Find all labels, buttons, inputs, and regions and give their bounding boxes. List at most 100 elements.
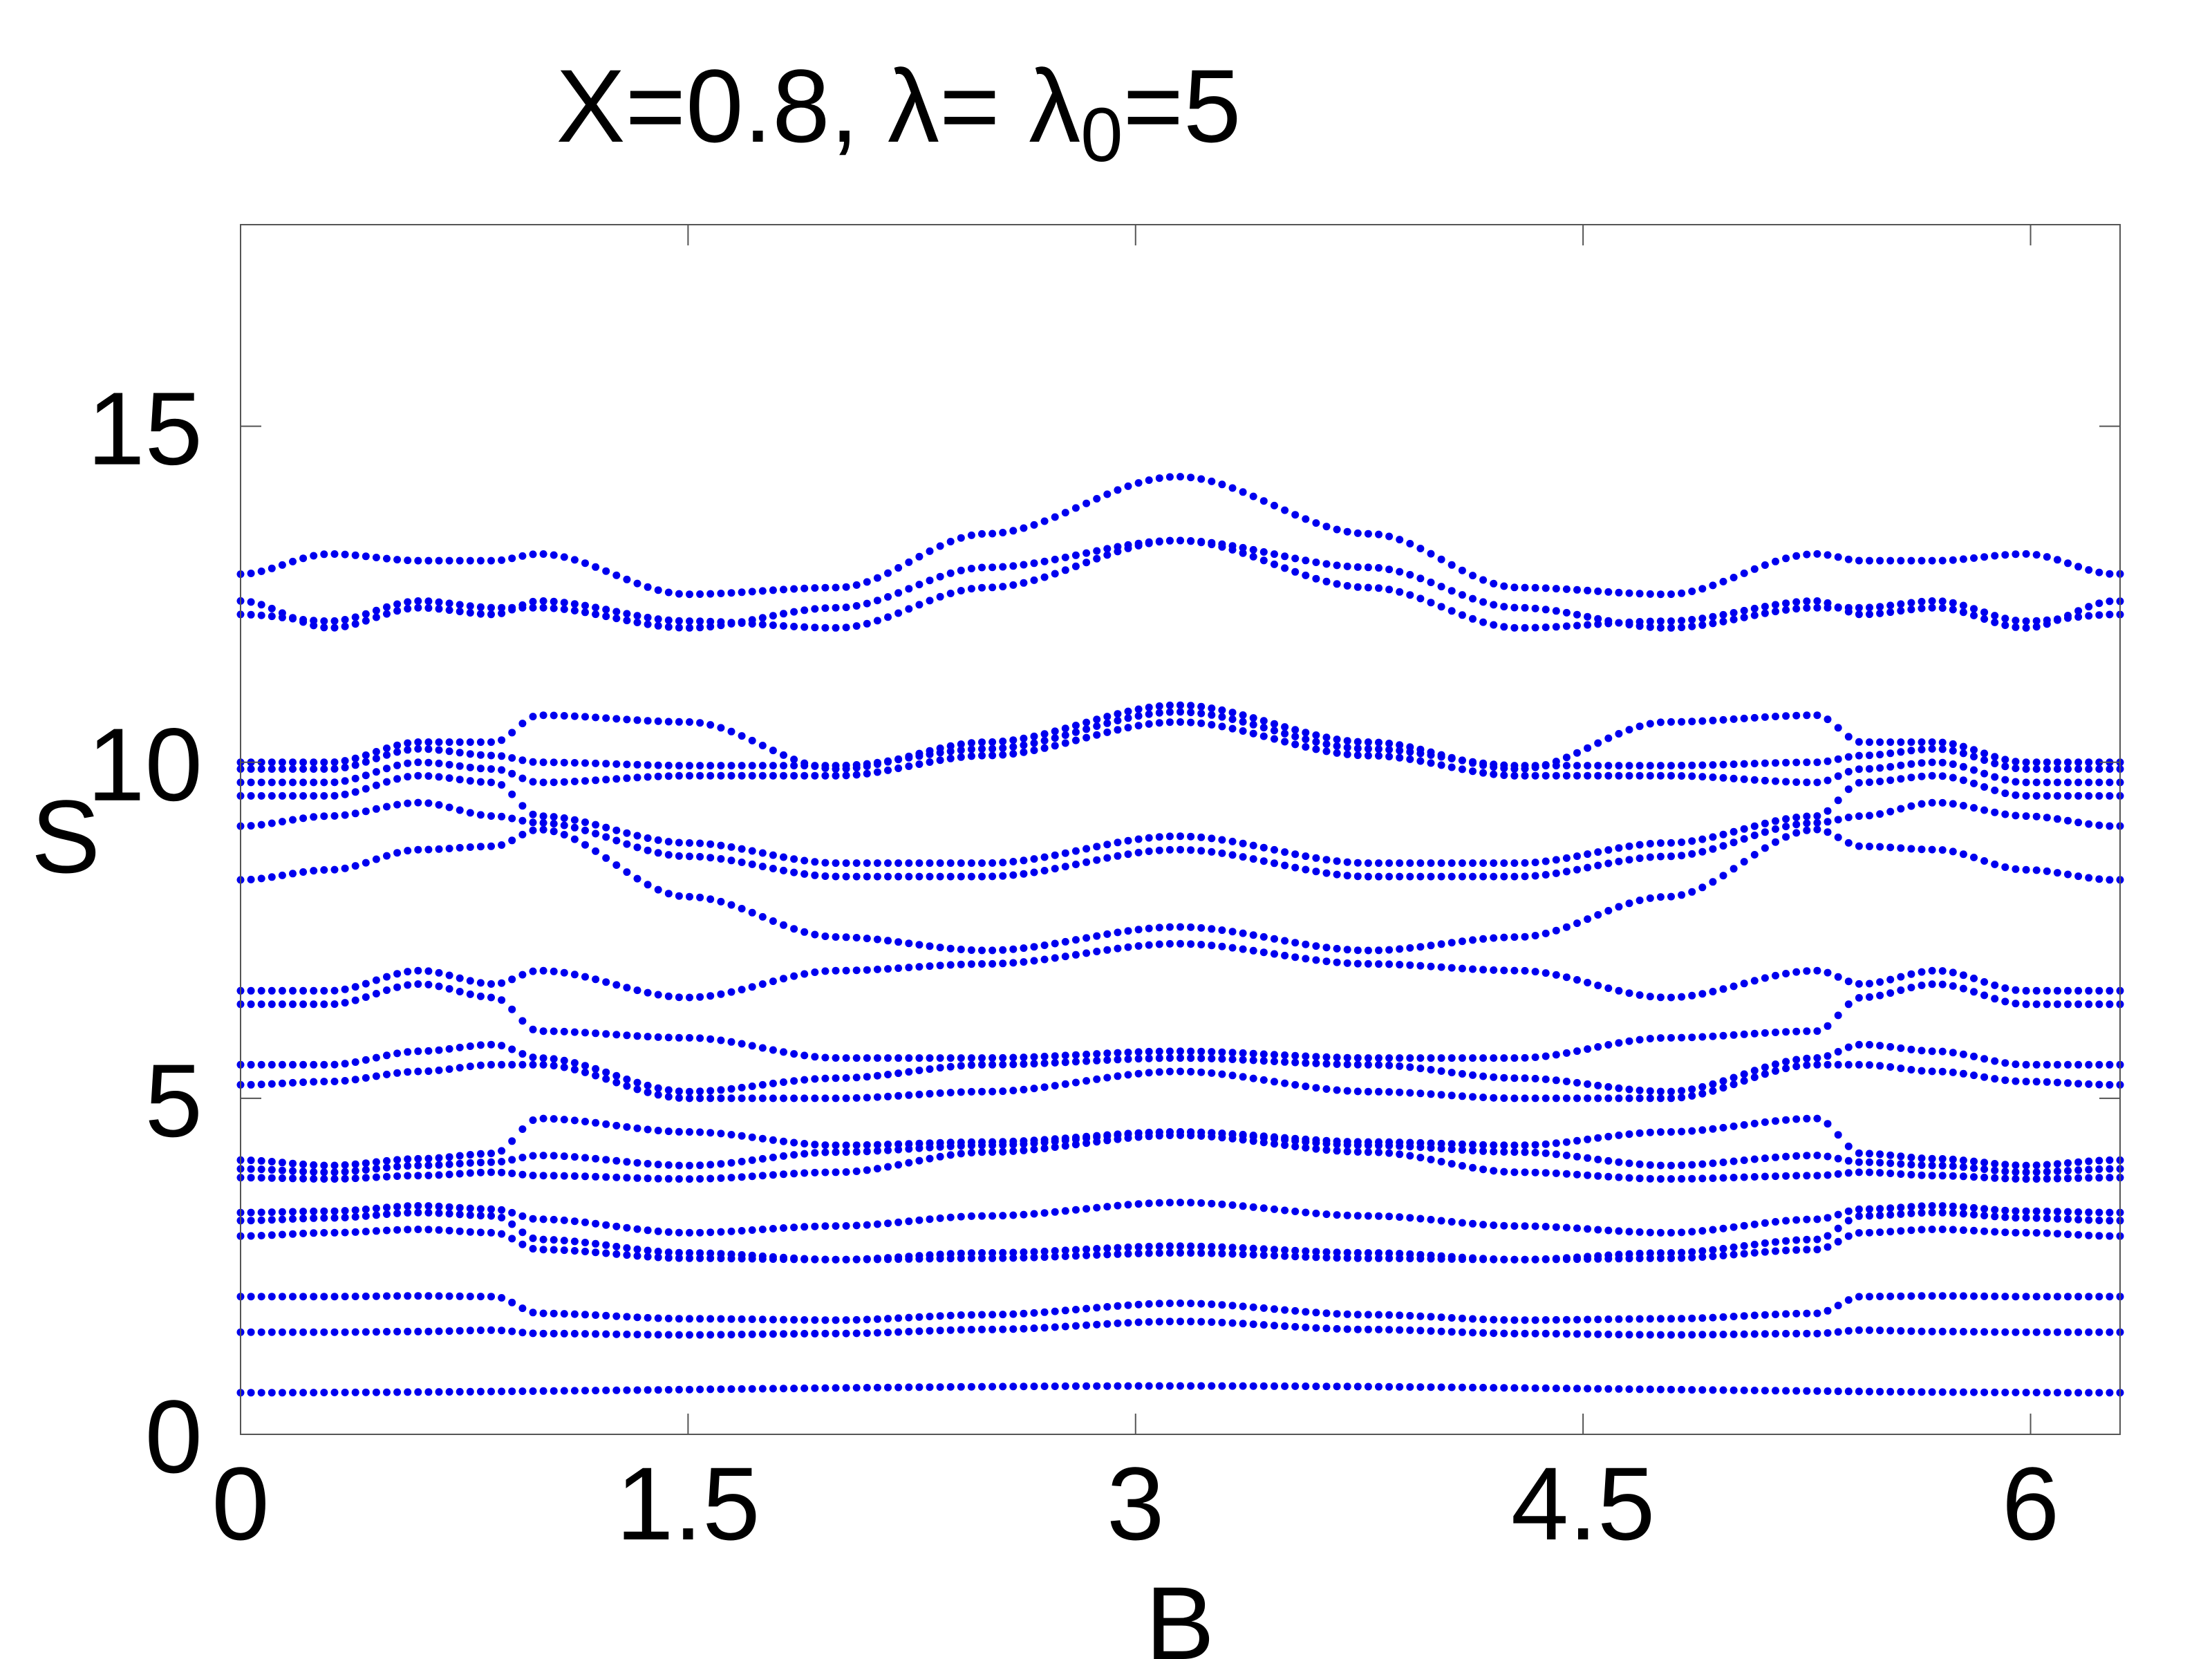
data-point	[1020, 1324, 1028, 1333]
data-point	[1051, 1208, 1059, 1216]
data-point	[1844, 767, 1853, 776]
data-point	[2064, 559, 2072, 568]
data-point	[1396, 1054, 1404, 1062]
data-point	[560, 599, 568, 607]
data-point	[383, 1156, 391, 1165]
data-point	[2022, 865, 2030, 874]
data-point	[1416, 1215, 1425, 1223]
data-point	[1552, 585, 1560, 593]
data-point	[1772, 1218, 1779, 1226]
data-point	[2012, 1060, 2020, 1069]
data-point	[476, 1205, 485, 1213]
data-point	[1709, 1125, 1717, 1133]
data-point	[1573, 762, 1581, 770]
data-point	[435, 1046, 443, 1054]
data-point	[1719, 715, 1727, 724]
data-point	[1698, 761, 1707, 769]
chart-title-suffix: =5	[1123, 48, 1241, 164]
data-point	[1772, 838, 1779, 846]
data-point	[1855, 1293, 1863, 1301]
data-point	[1709, 1080, 1717, 1088]
data-point	[476, 1327, 485, 1334]
data-point	[915, 963, 924, 971]
data-point	[1082, 733, 1091, 742]
data-point	[1406, 1054, 1414, 1062]
data-point	[1500, 603, 1508, 611]
data-point	[1667, 1249, 1675, 1257]
data-point	[518, 720, 527, 728]
data-point	[800, 1255, 809, 1263]
data-point	[1427, 1383, 1435, 1391]
data-point	[278, 1159, 286, 1167]
data-point	[1907, 1226, 1915, 1235]
data-point	[372, 1211, 380, 1219]
data-point	[738, 1331, 746, 1338]
data-point	[2074, 1080, 2083, 1088]
data-point	[1134, 479, 1143, 487]
data-point	[873, 574, 881, 582]
data-point	[351, 1328, 359, 1336]
data-point	[1051, 1253, 1059, 1261]
data-point	[1364, 959, 1372, 968]
data-point	[570, 606, 579, 615]
data-point	[852, 622, 861, 630]
data-point	[550, 1309, 558, 1318]
data-point	[508, 790, 516, 798]
data-point	[1208, 711, 1216, 719]
data-point	[1761, 759, 1769, 767]
data-point	[623, 1313, 631, 1321]
data-point	[1124, 1382, 1132, 1390]
data-point	[988, 1060, 997, 1069]
data-point	[1271, 935, 1278, 943]
data-point	[1187, 702, 1195, 710]
data-point	[1353, 1147, 1362, 1156]
data-point	[1427, 599, 1435, 607]
data-point	[1353, 1212, 1362, 1220]
data-point	[1855, 1212, 1863, 1220]
data-point	[498, 1060, 506, 1069]
data-point	[602, 714, 610, 722]
data-point	[1562, 1330, 1571, 1338]
data-point	[341, 1213, 349, 1221]
data-point	[1177, 939, 1184, 948]
data-point	[2043, 1215, 2051, 1222]
data-point	[278, 818, 286, 826]
data-point	[320, 1328, 328, 1336]
data-point	[1040, 1136, 1049, 1144]
data-point	[1510, 1329, 1519, 1338]
data-point	[1396, 1088, 1404, 1096]
data-point	[268, 778, 276, 787]
data-point	[696, 624, 704, 632]
data-point	[1259, 843, 1268, 852]
data-point	[2022, 1207, 2030, 1215]
data-point	[1635, 1249, 1644, 1257]
data-point	[623, 840, 631, 848]
data-point	[842, 859, 850, 868]
data-point	[1980, 553, 1989, 561]
data-point	[476, 556, 485, 565]
data-point	[1322, 1248, 1331, 1256]
data-point	[967, 859, 975, 868]
data-point	[476, 992, 485, 1000]
data-point	[946, 961, 955, 969]
data-point	[1824, 757, 1832, 765]
data-point	[2085, 1328, 2093, 1336]
data-point	[675, 838, 683, 847]
data-point	[518, 971, 527, 979]
data-point	[330, 624, 339, 632]
data-point	[1322, 740, 1331, 748]
data-point	[362, 859, 370, 867]
data-point	[320, 1175, 328, 1183]
data-point	[748, 1330, 756, 1338]
data-point	[1667, 1094, 1675, 1103]
data-point	[1573, 1224, 1581, 1232]
data-point	[414, 1226, 422, 1233]
data-point	[257, 1232, 265, 1239]
data-point	[842, 624, 850, 632]
data-point	[581, 1248, 589, 1255]
data-point	[1437, 555, 1445, 563]
data-point	[800, 1051, 809, 1060]
data-point	[1625, 1228, 1633, 1236]
data-point	[738, 859, 746, 866]
